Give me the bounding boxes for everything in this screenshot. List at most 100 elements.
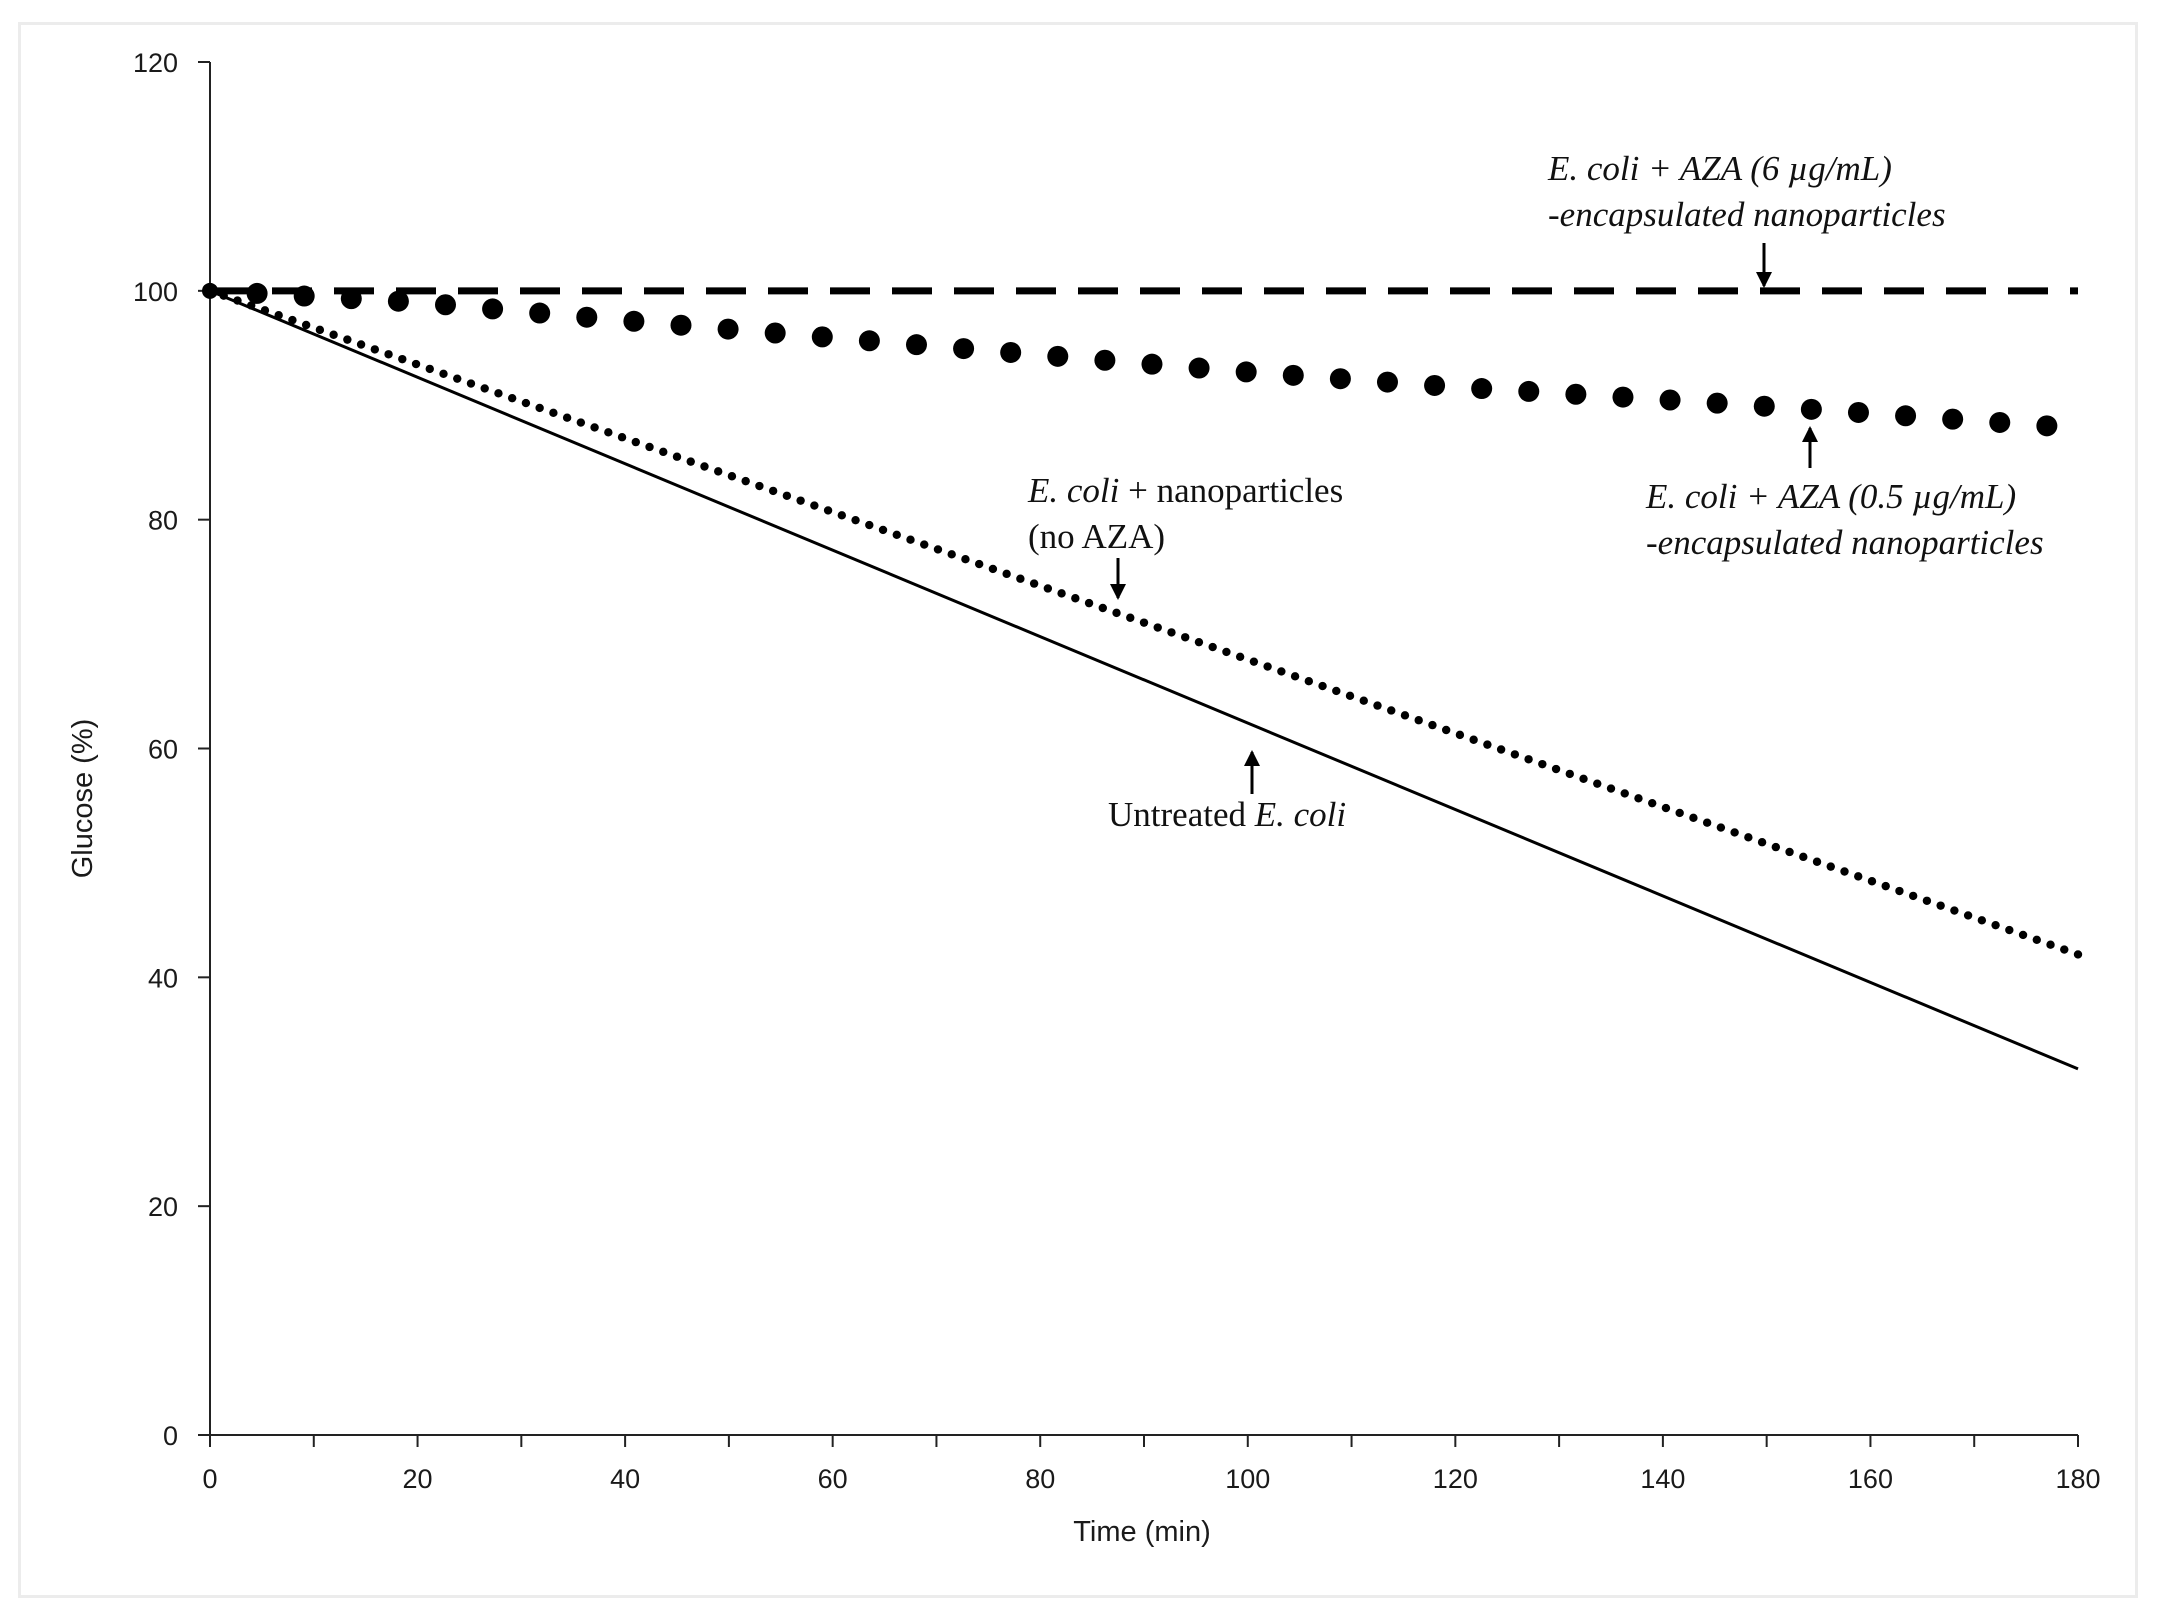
annotation-text-segment: -encapsulated nanoparticles	[1548, 195, 1946, 234]
series-2-dot	[1194, 637, 1204, 647]
series-2-dot	[865, 520, 874, 530]
series-2-dot	[466, 379, 476, 388]
series-3-dot	[905, 334, 927, 356]
series-3-dot	[1141, 353, 1163, 375]
series-2-dot	[439, 369, 448, 378]
series-2-dot	[1441, 725, 1451, 735]
series-2-dot	[1785, 847, 1794, 857]
series-2-dot	[2032, 935, 2041, 945]
y-tick-label: 40	[148, 963, 178, 993]
series-2-dot	[1895, 886, 1904, 896]
series-3-dot	[482, 298, 504, 320]
series-3-dot	[717, 318, 739, 340]
x-tick-label: 40	[610, 1464, 640, 1494]
series-2-dot	[796, 496, 805, 505]
series-2-dot	[1249, 657, 1259, 666]
series-2-dot	[823, 506, 833, 515]
series-2-dot	[1304, 676, 1314, 686]
series-2-dot	[260, 306, 270, 315]
series-2-dot	[1565, 769, 1574, 779]
series-2-dot	[1510, 750, 1520, 759]
series-3-dot	[1518, 380, 1540, 402]
series-3-dot	[246, 282, 268, 304]
series-2-dot	[768, 486, 778, 496]
series-2-dot	[700, 462, 709, 471]
annotation-text: -encapsulated nanoparticles	[1548, 195, 1946, 234]
series-2-dot	[1428, 720, 1437, 730]
x-tick-label: 60	[818, 1464, 848, 1494]
annotation-text: Untreated E. coli	[1108, 795, 1346, 834]
series-2-dot	[604, 428, 613, 437]
series-2-dot	[1400, 711, 1410, 720]
x-tick-label: 20	[403, 1464, 433, 1494]
series-2-dot	[2018, 930, 2028, 940]
series-3-dot	[576, 306, 598, 328]
series-3-dot	[1800, 398, 1822, 420]
series-2-dot	[1620, 789, 1629, 798]
series-2-dot	[1414, 716, 1423, 725]
series-2-dot	[851, 515, 860, 525]
series-3-dot	[387, 290, 409, 312]
annotation-text-segment: + nanoparticles	[1119, 471, 1343, 510]
series-2-dot	[1359, 696, 1368, 705]
series-2-dot	[1991, 920, 2000, 930]
series-2-dot	[521, 398, 531, 408]
series-2-dot	[906, 535, 915, 544]
series-2-dot	[1332, 686, 1341, 696]
series-2-dot	[562, 413, 572, 422]
series-2-dot	[576, 418, 586, 427]
series-3-dot	[858, 330, 880, 352]
series-2-dot	[2073, 950, 2083, 959]
series-2-dot	[1235, 652, 1245, 661]
annotation-text-segment: E. coli	[1027, 471, 1119, 510]
series-2-dot	[1579, 774, 1588, 783]
annotation-1: E. coli + AZA (6 µg/mL) -encapsulated nan…	[1547, 149, 1946, 288]
series-2-dot	[1977, 916, 1987, 925]
series-2-dot	[398, 354, 407, 364]
annotation-text: E. coli + nanoparticles	[1027, 471, 1343, 510]
series-2-dot	[288, 315, 297, 325]
series-2-dot	[892, 530, 901, 540]
series-3-dot	[1612, 386, 1634, 408]
series-2-dot	[1181, 633, 1190, 642]
series-2-dot	[1222, 647, 1231, 657]
series-2-dot	[837, 511, 847, 520]
series-3-dot	[811, 326, 833, 348]
y-tick-label: 20	[148, 1192, 178, 1222]
series-3-dot	[1000, 341, 1022, 363]
series-2-dot	[494, 389, 503, 398]
series-3-dot	[2036, 415, 2058, 437]
series-2-dot	[1689, 813, 1698, 823]
series-2-dot	[617, 433, 627, 442]
series-3-dot	[1659, 389, 1681, 411]
series-2-dot	[274, 311, 283, 320]
x-tick-label: 100	[1225, 1464, 1270, 1494]
series-2-dot	[315, 325, 325, 335]
annotation-arrow-head	[1110, 584, 1126, 600]
series-2-dot	[1387, 706, 1396, 715]
series-2-dot	[1730, 828, 1739, 837]
series-2-dot	[659, 447, 668, 457]
series-2-dot	[1290, 672, 1300, 681]
series-2-dot	[1167, 628, 1176, 637]
series-2-dot	[1057, 589, 1066, 598]
series-2-dot	[1551, 764, 1561, 774]
y-tick-label: 60	[148, 735, 178, 765]
y-tick-label: 120	[133, 48, 178, 78]
series-2-dot	[1606, 784, 1616, 793]
x-tick-label: 180	[2055, 1464, 2100, 1494]
series-2-dot	[1496, 745, 1506, 754]
series-2-dot	[1345, 691, 1355, 701]
series-3-dot	[1188, 357, 1210, 379]
x-axis-title: Time (min)	[1073, 1516, 1210, 1548]
series-2-dot	[411, 359, 421, 369]
series-2-dot	[672, 452, 682, 461]
y-tick-label: 100	[133, 277, 178, 307]
series-2-dot	[1881, 881, 1890, 891]
series-2-dot	[961, 555, 970, 564]
series-3-dot	[1942, 408, 1964, 430]
series-3-dot	[670, 314, 692, 336]
series-2-dot	[947, 550, 956, 559]
series-2-dot	[1524, 755, 1533, 764]
annotation-text: E. coli + AZA (0.5 µg/mL)	[1645, 477, 2016, 516]
